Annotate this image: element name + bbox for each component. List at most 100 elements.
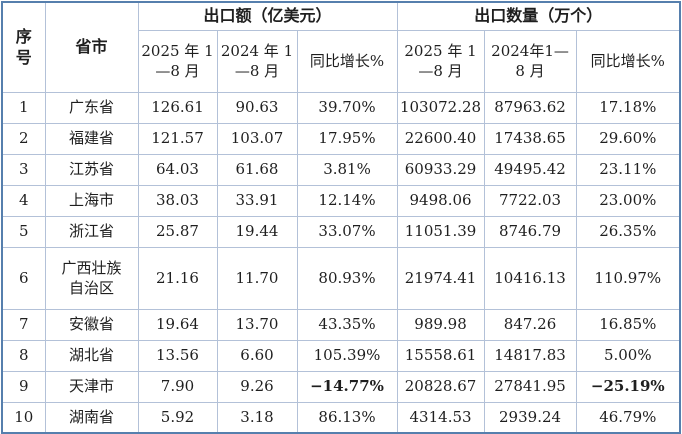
value-cell: 13.56	[137, 339, 218, 372]
table-header: 序 号 省市 出口额（亿美元） 出口数量（万个） 2025 年 1 —8 月 2…	[1, 1, 681, 93]
row-index-cell: 10	[1, 401, 46, 434]
value-cell: 64.03	[137, 153, 218, 186]
value-cell: 8746.79	[483, 215, 577, 248]
col-header-2024-qty: 2024年1— 8 月	[483, 29, 577, 93]
value-cell: 19.64	[137, 308, 218, 341]
province-cell: 安徽省	[44, 308, 139, 341]
value-cell: 61.68	[216, 153, 298, 186]
value-cell: 12.14%	[296, 184, 398, 217]
col-header-2024-value: 2024 年 1 —8 月	[216, 29, 298, 93]
value-cell: 38.03	[137, 184, 218, 217]
value-cell: 5.00%	[575, 339, 681, 372]
value-cell: 22600.40	[396, 122, 485, 155]
row-index-cell: 6	[1, 246, 46, 310]
table-body: 1 广东省 126.61 90.63 39.70% 103072.28 87963.62 17…	[1, 91, 681, 434]
table-row: 5 浙江省 25.87 19.44 33.07% 11051.39 8746.79 26.35…	[1, 215, 681, 248]
value-cell: 6.60	[216, 339, 298, 372]
value-cell: 7.90	[137, 370, 218, 403]
row-index-cell: 1	[1, 91, 46, 124]
value-cell: 33.91	[216, 184, 298, 217]
value-cell: 5.92	[137, 401, 218, 434]
value-cell: 7722.03	[483, 184, 577, 217]
value-cell: 13.70	[216, 308, 298, 341]
value-cell: 847.26	[483, 308, 577, 341]
value-cell: 103072.28	[396, 91, 485, 124]
row-index-cell: 3	[1, 153, 46, 186]
col-header-yoy-value: 同比增长%	[296, 29, 398, 93]
value-cell: 2939.24	[483, 401, 577, 434]
value-cell: 16.85%	[575, 308, 681, 341]
value-cell: 4314.53	[396, 401, 485, 434]
value-cell: 17438.65	[483, 122, 577, 155]
value-cell: 19.44	[216, 215, 298, 248]
value-cell: 27841.95	[483, 370, 577, 403]
value-cell: 103.07	[216, 122, 298, 155]
row-index-cell: 2	[1, 122, 46, 155]
row-index-cell: 5	[1, 215, 46, 248]
header-group-row: 序 号 省市 出口额（亿美元） 出口数量（万个）	[1, 1, 681, 93]
province-cell: 浙江省	[44, 215, 139, 248]
value-cell: 49495.42	[483, 153, 577, 186]
value-cell: 3.18	[216, 401, 298, 434]
province-cell: 上海市	[44, 184, 139, 217]
table-row: 1 广东省 126.61 90.63 39.70% 103072.28 87963.62 17…	[1, 91, 681, 124]
value-cell: 87963.62	[483, 91, 577, 124]
province-cell: 广东省	[44, 91, 139, 124]
value-cell: 23.00%	[575, 184, 681, 217]
value-cell: 21.16	[137, 246, 218, 310]
table-row: 2 福建省 121.57 103.07 17.95% 22600.40 17438.65 29…	[1, 122, 681, 155]
value-cell: 60933.29	[396, 153, 485, 186]
value-cell: 105.39%	[296, 339, 398, 372]
value-cell: 20828.67	[396, 370, 485, 403]
value-cell: 21974.41	[396, 246, 485, 310]
table-row: 4 上海市 38.03 33.91 12.14% 9498.06 7722.03 23.00%	[1, 184, 681, 217]
province-cell: 福建省	[44, 122, 139, 155]
table-row: 7 安徽省 19.64 13.70 43.35% 989.98 847.26 16.85%	[1, 308, 681, 341]
value-cell: 17.18%	[575, 91, 681, 124]
table-row: 3 江苏省 64.03 61.68 3.81% 60933.29 49495.42 23.11…	[1, 153, 681, 186]
value-cell: 33.07%	[296, 215, 398, 248]
header-sub-row: 2025 年 1 —8 月 2024 年 1 —8 月 同比增长% 2025 年…	[2, 29, 681, 93]
col-header-province: 省市	[44, 1, 139, 93]
row-index-cell: 4	[1, 184, 46, 217]
value-cell: 121.57	[137, 122, 218, 155]
value-cell: 43.35%	[296, 308, 398, 341]
value-cell: 14817.83	[483, 339, 577, 372]
row-index-cell: 8	[1, 339, 46, 372]
value-cell: 26.35%	[575, 215, 681, 248]
value-cell: 17.95%	[296, 122, 398, 155]
col-header-index: 序 号	[1, 1, 46, 93]
value-cell: 9498.06	[396, 184, 485, 217]
value-cell: −14.77%	[296, 370, 398, 403]
col-header-2025-value: 2025 年 1 —8 月	[137, 29, 218, 93]
value-cell: 126.61	[137, 91, 218, 124]
value-cell: 110.97%	[575, 246, 681, 310]
value-cell: 90.63	[216, 91, 298, 124]
col-header-yoy-qty: 同比增长%	[575, 29, 681, 93]
province-cell: 江苏省	[44, 153, 139, 186]
value-cell: 29.60%	[575, 122, 681, 155]
value-cell: −25.19%	[575, 370, 681, 403]
province-cell: 广西壮族 自治区	[44, 246, 139, 310]
row-index-cell: 7	[1, 308, 46, 341]
value-cell: 39.70%	[296, 91, 398, 124]
value-cell: 9.26	[216, 370, 298, 403]
province-cell: 湖南省	[44, 401, 139, 434]
value-cell: 11.70	[216, 246, 298, 310]
table-row: 9 天津市 7.90 9.26 −14.77% 20828.67 27841.95 −25.1…	[1, 370, 681, 403]
value-cell: 3.81%	[296, 153, 398, 186]
col-group-export-quantity: 出口数量（万个）	[396, 1, 681, 31]
table-row: 10 湖南省 5.92 3.18 86.13% 4314.53 2939.24 46.79%	[1, 401, 681, 434]
table-row: 6 广西壮族 自治区 21.16 11.70 80.93% 21974.41 10416.1…	[1, 246, 681, 310]
value-cell: 23.11%	[575, 153, 681, 186]
value-cell: 11051.39	[396, 215, 485, 248]
col-header-2025-qty: 2025 年 1 —8 月	[396, 29, 485, 93]
value-cell: 86.13%	[296, 401, 398, 434]
value-cell: 10416.13	[483, 246, 577, 310]
value-cell: 25.87	[137, 215, 218, 248]
col-group-export-value: 出口额（亿美元）	[137, 1, 398, 31]
value-cell: 46.79%	[575, 401, 681, 434]
province-cell: 天津市	[44, 370, 139, 403]
